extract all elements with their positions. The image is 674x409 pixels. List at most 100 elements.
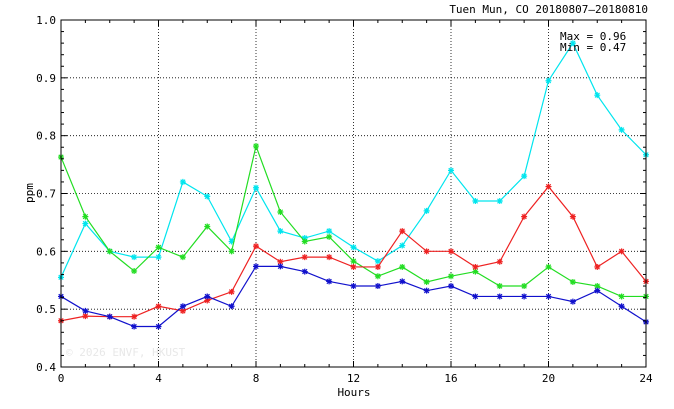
data-point bbox=[374, 283, 381, 290]
data-point bbox=[155, 244, 162, 251]
data-point bbox=[472, 268, 479, 275]
data-point bbox=[179, 303, 186, 310]
data-point bbox=[326, 233, 333, 240]
x-tick-label: 16 bbox=[444, 372, 457, 385]
data-point bbox=[106, 313, 113, 320]
y-tick-label: 0.8 bbox=[36, 130, 56, 143]
x-axis-label: Hours bbox=[337, 386, 370, 399]
axis-ticks bbox=[60, 19, 647, 368]
data-point bbox=[82, 307, 89, 314]
data-point bbox=[350, 283, 357, 290]
data-point bbox=[423, 287, 430, 294]
data-point bbox=[472, 293, 479, 300]
data-point bbox=[277, 209, 284, 216]
data-point bbox=[204, 293, 211, 300]
data-point bbox=[82, 313, 89, 320]
x-tick-label: 8 bbox=[253, 372, 260, 385]
data-point bbox=[179, 254, 186, 261]
data-point bbox=[423, 248, 430, 255]
data-point bbox=[618, 126, 625, 133]
data-point bbox=[374, 263, 381, 270]
data-point bbox=[496, 293, 503, 300]
data-point bbox=[594, 287, 601, 294]
data-point bbox=[472, 263, 479, 270]
data-point bbox=[594, 92, 601, 99]
data-point bbox=[594, 283, 601, 290]
data-point bbox=[326, 278, 333, 285]
data-point bbox=[472, 198, 479, 205]
data-point bbox=[350, 244, 357, 251]
data-point bbox=[179, 307, 186, 314]
data-point bbox=[253, 243, 259, 250]
data-point bbox=[521, 293, 528, 300]
data-point bbox=[618, 293, 625, 300]
data-point bbox=[545, 183, 552, 190]
data-point bbox=[448, 248, 454, 255]
data-point bbox=[496, 283, 503, 290]
data-point bbox=[131, 254, 138, 261]
data-point bbox=[155, 254, 162, 261]
data-point bbox=[545, 293, 552, 300]
data-point bbox=[448, 283, 454, 290]
data-point bbox=[326, 254, 333, 261]
data-point bbox=[423, 207, 430, 214]
data-point bbox=[228, 248, 235, 255]
data-point bbox=[448, 273, 454, 280]
data-point bbox=[131, 313, 138, 320]
data-point bbox=[521, 283, 528, 290]
data-point bbox=[569, 213, 576, 220]
data-point bbox=[399, 263, 406, 270]
data-point bbox=[277, 263, 284, 270]
data-point bbox=[521, 213, 528, 220]
data-point bbox=[253, 263, 259, 270]
series-1 bbox=[58, 40, 649, 281]
data-point bbox=[350, 263, 357, 270]
data-point bbox=[545, 77, 552, 84]
data-point bbox=[301, 238, 308, 245]
y-tick-label: 0.5 bbox=[36, 303, 56, 316]
data-point bbox=[374, 258, 381, 265]
data-point bbox=[204, 223, 211, 230]
data-point bbox=[301, 254, 308, 261]
y-tick-label: 0.4 bbox=[36, 361, 56, 374]
data-point bbox=[569, 298, 576, 305]
data-point bbox=[253, 143, 259, 150]
data-point bbox=[399, 228, 406, 235]
data-point bbox=[594, 263, 601, 270]
x-tick-label: 20 bbox=[542, 372, 555, 385]
data-point bbox=[374, 273, 381, 280]
data-point bbox=[204, 193, 211, 200]
data-point bbox=[228, 303, 235, 310]
data-point bbox=[277, 228, 284, 235]
data-point bbox=[155, 303, 162, 310]
data-point bbox=[569, 40, 576, 47]
data-point bbox=[423, 278, 430, 285]
x-tick-label: 12 bbox=[347, 372, 360, 385]
data-point bbox=[326, 228, 333, 235]
data-point bbox=[399, 278, 406, 285]
data-point bbox=[521, 173, 528, 180]
data-point bbox=[569, 278, 576, 285]
data-point bbox=[82, 213, 89, 220]
data-point bbox=[618, 303, 625, 310]
data-point bbox=[545, 263, 552, 270]
data-point bbox=[106, 248, 113, 255]
tick-labels: 0 4 8 12 16 20 24 0.4 0.5 0.6 0.7 0.8 0.9 1.0 bbox=[36, 14, 653, 385]
data-point bbox=[448, 167, 454, 174]
grid-lines bbox=[61, 20, 646, 367]
data-point bbox=[399, 242, 406, 249]
data-point bbox=[131, 323, 138, 330]
y-tick-label: 0.6 bbox=[36, 245, 56, 258]
data-point bbox=[179, 178, 186, 185]
x-tick-label: 4 bbox=[155, 372, 162, 385]
data-point bbox=[228, 288, 235, 295]
max-annotation: Max = 0.96 bbox=[560, 30, 626, 43]
data-point bbox=[301, 268, 308, 275]
x-tick-label: 0 bbox=[58, 372, 65, 385]
data-point bbox=[155, 323, 162, 330]
data-point bbox=[277, 258, 284, 265]
data-point bbox=[618, 248, 625, 255]
chart-title: Tuen Mun, CO 20180807–20180810 bbox=[449, 3, 648, 16]
data-point bbox=[228, 238, 235, 245]
